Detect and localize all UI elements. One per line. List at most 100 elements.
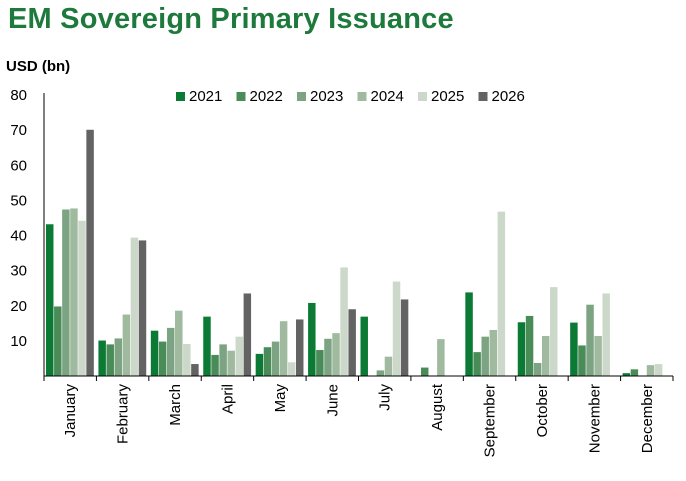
bar-2024-june [332,333,340,376]
bars [46,129,663,376]
bar-2025-february [130,237,139,376]
bar-2024-july [384,356,393,376]
legend-swatch-2021 [176,92,185,101]
bar-2021-october [517,322,526,376]
bar-2026-april [243,293,252,376]
x-category-label: October [534,384,551,437]
bar-2023-november [586,304,594,376]
bar-2021-march [150,330,159,376]
x-category-label: February [115,384,132,445]
bar-2021-april [203,316,211,376]
bar-2021-november [570,322,578,376]
bar-2024-april [227,350,235,376]
bar-2022-april [211,354,219,376]
x-category-label: July [377,384,394,411]
bar-2024-february [122,314,131,376]
bar-2026-march [191,364,199,376]
legend-label-2025: 2025 [431,88,464,105]
bar-2022-january [54,306,62,376]
legend-swatch-2025 [418,92,427,101]
legend-swatch-2026 [478,92,488,101]
bar-2025-january [78,220,86,376]
bar-2022-june [316,350,324,376]
bar-2022-november [578,345,586,376]
bar-2026-january [86,129,94,376]
x-category-label: August [429,383,446,431]
x-category-label: January [62,384,79,438]
x-category-label: March [167,384,184,426]
bar-2024-may [279,321,288,376]
bar-2025-june [340,267,348,376]
bar-2025-september [497,211,506,376]
bar-2021-september [465,292,473,376]
legend-swatch-2024 [357,92,367,101]
y-tick-label: 30 [10,263,27,280]
y-axis-label: USD (bn) [6,58,71,75]
bar-2023-march [166,327,175,376]
bar-2021-july [360,316,368,376]
bar-2023-may [271,341,280,376]
bar-2023-july [376,370,385,376]
bar-2026-july [400,299,409,376]
y-tick-label: 70 [10,122,27,139]
bar-2024-november [594,335,602,376]
bar-2025-may [287,362,296,376]
bar-2023-february [114,338,123,376]
x-category-label: September [482,384,499,457]
bar-2022-may [263,347,272,376]
bar-2021-june [308,302,316,376]
bar-2026-february [138,240,147,376]
bar-2022-august [420,367,429,376]
bar-2021-may [255,353,264,376]
bar-2026-may [296,319,304,376]
bar-2022-september [473,352,481,376]
bar-2022-february [106,344,114,376]
y-tick-label: 20 [10,298,27,315]
y-tick-label: 10 [10,333,27,350]
bar-2023-september [481,336,489,376]
legend-label-2022: 2022 [250,88,283,105]
bar-2025-november [602,293,610,376]
legend: 2021 2022 2023 2024 2025 2026 [176,88,525,105]
y-tick-label: 80 [10,87,27,104]
bar-2025-april [235,336,243,376]
bar-2023-april [219,344,227,376]
legend-label-2021: 2021 [189,88,222,105]
bar-2021-december [622,373,631,376]
x-category-label: December [639,384,656,453]
bar-2024-august [437,339,445,376]
bar-2022-march [158,341,167,376]
legend-label-2024: 2024 [371,88,404,105]
y-tick-label: 50 [10,192,27,209]
bar-2025-july [392,281,401,376]
bar-2025-december [654,364,663,376]
chart-title: EM Sovereign Primary Issuance [8,3,454,35]
bar-2022-december [630,369,639,376]
bar-2021-february [98,340,106,376]
bar-2024-december [646,365,655,376]
x-category-label: June [324,384,341,417]
x-category-label: November [586,384,603,453]
legend-label-2023: 2023 [310,88,343,105]
bar-2026-june [348,309,356,376]
bar-2023-june [324,338,332,376]
legend-swatch-2022 [236,92,246,101]
x-ticks: January February March April May June July Augu… [62,383,656,457]
bar-2023-january [62,209,70,376]
bar-2025-march [183,344,191,376]
x-category-label: May [272,384,289,413]
axes [43,93,674,381]
bar-2025-october [550,287,558,376]
y-tick-label: 40 [10,228,27,245]
y-tick-label: 60 [10,157,27,174]
legend-label-2026: 2026 [492,88,525,105]
legend-swatch-2023 [297,92,306,101]
bar-2024-march [175,310,183,376]
bar-2024-september [489,329,498,376]
x-category-label: April [219,384,236,414]
bar-2023-october [533,363,542,376]
y-ticks: 10 20 30 40 50 60 70 80 [10,87,27,350]
bar-2022-october [525,315,534,376]
bar-2021-january [46,224,54,376]
